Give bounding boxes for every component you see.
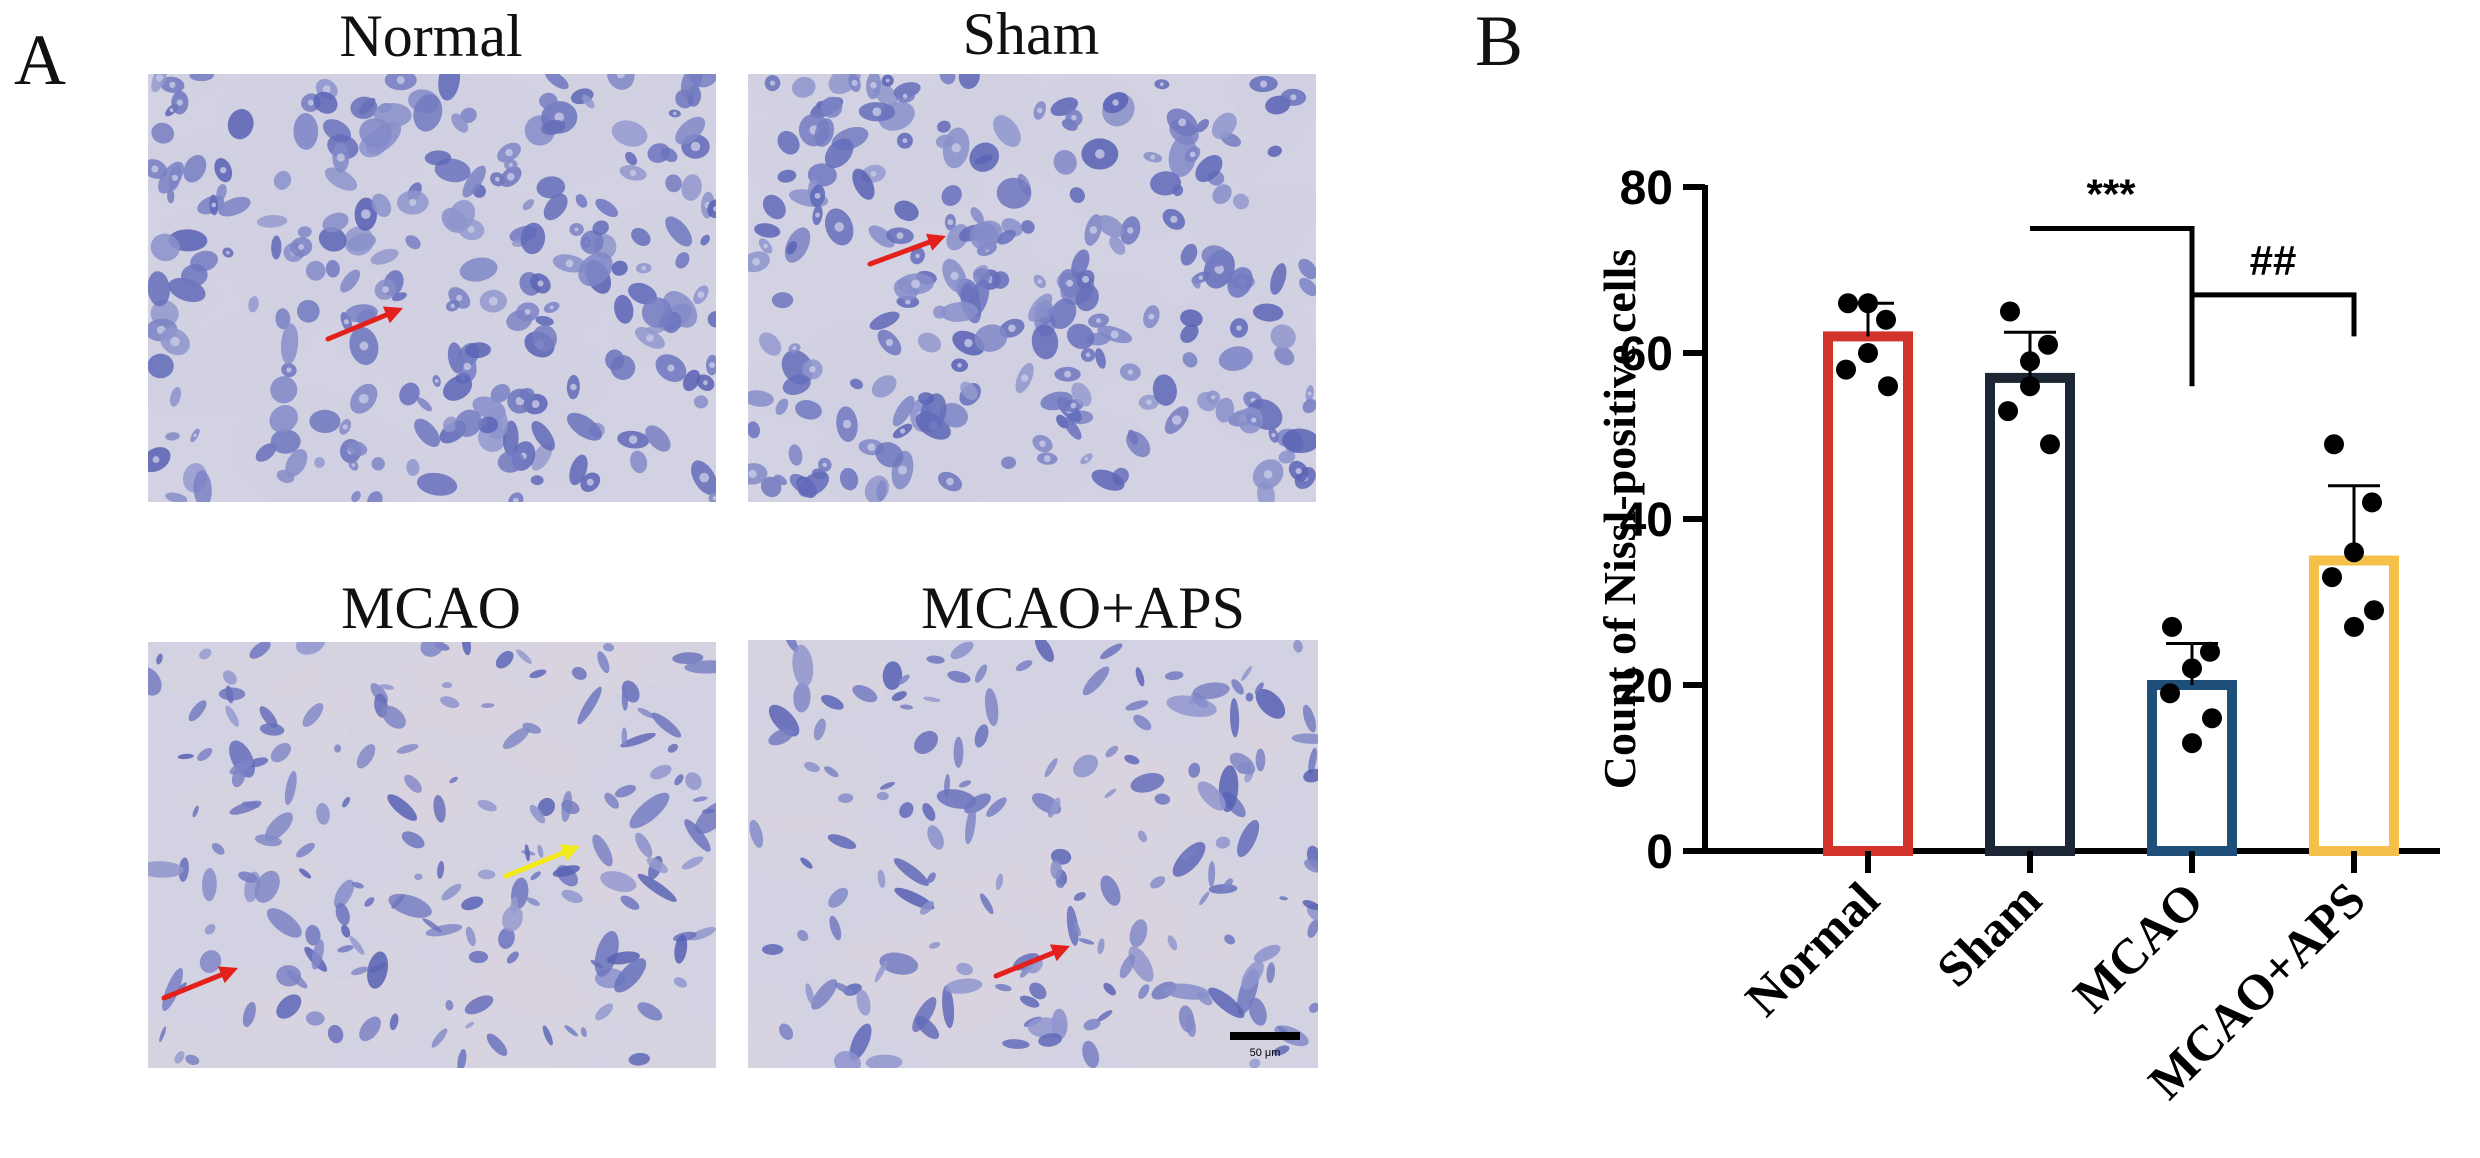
data-point bbox=[1858, 343, 1878, 363]
significance-label: ## bbox=[2250, 237, 2297, 284]
x-tick-label: Sham bbox=[1926, 871, 2052, 997]
data-point bbox=[2182, 733, 2202, 754]
data-point bbox=[2202, 708, 2222, 729]
micrograph-mcao bbox=[148, 642, 716, 1068]
bar-normal bbox=[1823, 331, 1913, 856]
micrograph-title-sham: Sham bbox=[962, 1, 1100, 67]
data-point bbox=[1876, 309, 1896, 330]
x-tick-label: MCAO bbox=[2062, 871, 2214, 1023]
data-point bbox=[2000, 301, 2020, 322]
significance-bracket bbox=[2030, 226, 2195, 329]
data-point bbox=[2020, 351, 2040, 372]
arrow-red bbox=[325, 312, 389, 342]
significance-bracket bbox=[2189, 292, 2357, 387]
data-point bbox=[2322, 567, 2342, 588]
y-tick-label: 20 bbox=[1620, 660, 1673, 713]
data-point bbox=[2182, 658, 2202, 679]
data-point bbox=[2362, 492, 2382, 513]
panel-b-letter: B bbox=[1475, 1, 1524, 81]
y-tick-label: 0 bbox=[1646, 826, 1673, 879]
data-point bbox=[2038, 334, 2058, 355]
data-point bbox=[2200, 641, 2220, 662]
data-point bbox=[2364, 600, 2384, 621]
scale-bar-label: 50 μm bbox=[1250, 1047, 1281, 1059]
arrow-red bbox=[993, 950, 1056, 979]
y-tick-label: 60 bbox=[1620, 328, 1673, 381]
data-point bbox=[1836, 359, 1856, 380]
data-point bbox=[2160, 683, 2180, 704]
bar-mcao bbox=[2147, 680, 2237, 856]
arrow-yellow bbox=[503, 850, 566, 879]
data-point bbox=[1878, 376, 1898, 397]
data-point bbox=[2324, 434, 2344, 455]
scale-bar bbox=[1230, 1032, 1300, 1040]
data-point bbox=[1838, 293, 1858, 314]
data-point bbox=[2020, 376, 2040, 397]
significance-label: *** bbox=[2086, 171, 2136, 218]
panel-a-letter: A bbox=[14, 20, 66, 100]
data-point bbox=[1998, 401, 2018, 422]
micrograph-title-mcao: MCAO bbox=[340, 575, 522, 641]
arrow-red bbox=[867, 239, 932, 267]
data-point bbox=[2040, 434, 2060, 455]
y-tick-label: 40 bbox=[1620, 494, 1673, 547]
y-tick-label: 80 bbox=[1620, 162, 1673, 215]
x-tick-label: Normal bbox=[1734, 871, 1890, 1027]
bar-mcao-aps bbox=[2309, 555, 2399, 856]
data-point bbox=[1858, 293, 1878, 314]
micrograph-title-normal: Normal bbox=[339, 3, 523, 69]
data-point bbox=[2344, 616, 2364, 637]
data-point bbox=[2162, 616, 2182, 637]
arrow-red bbox=[161, 972, 224, 1001]
micrograph-title-mcao-aps: MCAO+APS bbox=[921, 575, 1245, 641]
micrograph-mcao-aps: 50 μm bbox=[748, 640, 1318, 1068]
micrograph-normal bbox=[148, 74, 716, 502]
data-point bbox=[2344, 542, 2364, 563]
y-axis-label: Count of Nissl-positive cells bbox=[1594, 249, 1645, 790]
micrograph-sham bbox=[748, 74, 1316, 502]
